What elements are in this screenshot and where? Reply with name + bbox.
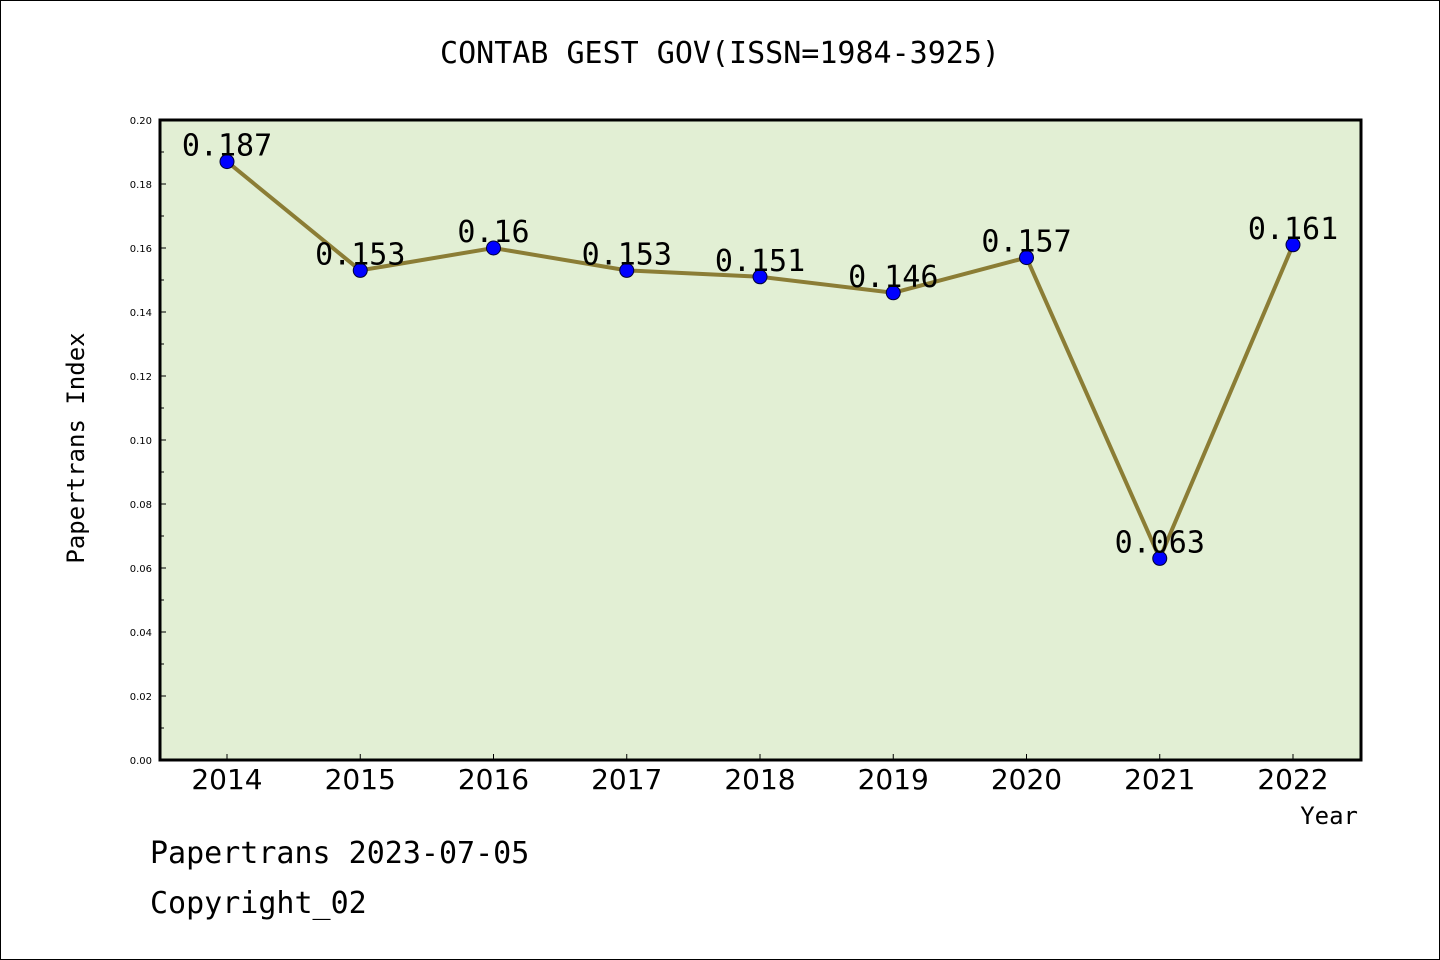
data-point <box>486 240 501 256</box>
y-tick-label: 0.10 <box>130 436 152 447</box>
plot-area <box>160 120 1361 760</box>
data-label: 0.153 <box>582 237 672 272</box>
y-tick-label: 0.04 <box>130 628 152 639</box>
y-tick-label: 0.06 <box>130 564 152 575</box>
x-tick-label: 2020 <box>991 763 1062 796</box>
data-point <box>1285 237 1301 253</box>
chart-title: CONTAB GEST GOV(ISSN=1984-3925) <box>440 36 1000 71</box>
data-point <box>219 154 235 170</box>
footer-copyright: Copyright_02 <box>150 886 367 921</box>
data-label: 0.161 <box>1248 212 1338 247</box>
y-tick-label: 0.16 <box>130 244 152 255</box>
y-tick-label: 0.08 <box>130 500 152 511</box>
data-label: 0.146 <box>848 260 938 295</box>
y-tick-label: 0.02 <box>130 692 152 703</box>
y-tick-label: 0.14 <box>130 308 152 319</box>
data-label: 0.063 <box>1115 525 1205 560</box>
data-point <box>885 285 901 301</box>
footer-date: Papertrans 2023-07-05 <box>150 836 530 871</box>
x-tick-label: 2018 <box>724 763 795 796</box>
x-axis: 2014 2015 2016 2017 2018 2019 2020 2021 2022 <box>191 754 1329 796</box>
x-axis-label: Year <box>1300 802 1358 830</box>
plot-border <box>158 118 1363 762</box>
data-label: 0.151 <box>715 244 805 279</box>
data-point <box>619 262 635 278</box>
data-label: 0.153 <box>315 237 405 272</box>
x-tick-label: 2017 <box>591 763 662 796</box>
x-tick-label: 2021 <box>1124 763 1195 796</box>
y-tick-label: 0.18 <box>130 180 152 191</box>
y-tick-label: 0.20 <box>130 116 152 127</box>
y-tick-label: 0.00 <box>130 756 152 767</box>
x-tick-label: 2019 <box>858 763 929 796</box>
y-tick-label: 0.12 <box>130 372 152 383</box>
x-tick-label: 2016 <box>458 763 529 796</box>
x-tick-label: 2014 <box>191 763 262 796</box>
data-markers <box>219 154 1301 566</box>
x-tick-label: 2015 <box>325 763 396 796</box>
data-label: 0.187 <box>182 129 272 164</box>
data-label: 0.157 <box>981 225 1071 260</box>
data-labels: 0.187 0.153 0.16 0.153 0.151 0.146 0.157 0.063 0… <box>182 129 1338 561</box>
data-point <box>752 269 768 285</box>
data-label: 0.16 <box>457 215 529 250</box>
data-point <box>352 262 368 278</box>
x-tick-label: 2022 <box>1257 763 1328 796</box>
data-point <box>1152 550 1168 566</box>
data-point <box>1019 250 1034 266</box>
